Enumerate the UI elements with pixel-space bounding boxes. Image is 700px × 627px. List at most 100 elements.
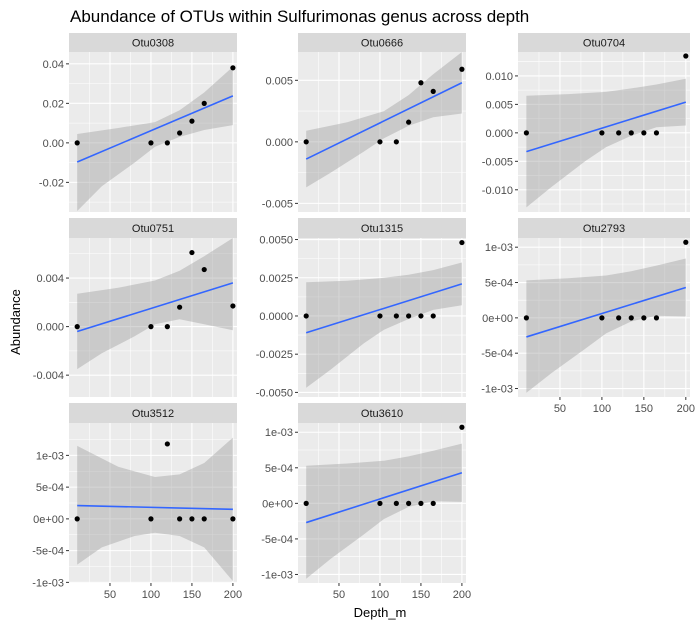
chart-title: Abundance of OTUs within Sulfurimonas ge…	[70, 7, 529, 26]
facet-strip-label: Otu1315	[361, 223, 403, 235]
data-point	[177, 304, 183, 310]
y-tick-label: -1e-03	[32, 577, 64, 589]
data-point	[418, 313, 424, 319]
data-point	[377, 313, 383, 319]
data-point	[523, 315, 529, 321]
facet-panel-otu0751: Otu0751 -0.004 0.000 0.004	[33, 218, 237, 397]
panel-background	[69, 238, 237, 397]
x-tick-label: 200	[453, 589, 471, 601]
facet-strip-label: Otu3512	[132, 408, 174, 420]
data-point	[74, 324, 80, 330]
confidence-band	[306, 262, 462, 388]
y-tick-label: 0.010	[485, 71, 513, 83]
y-tick-label: -0.005	[262, 198, 293, 210]
facet-strip	[298, 33, 466, 52]
data-point	[430, 88, 436, 94]
data-point	[430, 313, 436, 319]
y-axis-title: Abundance	[8, 289, 23, 355]
regression-line	[305, 283, 463, 334]
panel-background	[69, 52, 237, 212]
y-tick-label: -5e-04	[261, 534, 293, 546]
y-tick-label: -5e-04	[32, 546, 64, 558]
y-tick-label: 5e-04	[36, 482, 64, 494]
y-tick-label: 5e-04	[485, 278, 513, 290]
facet-strip	[518, 218, 690, 238]
y-tick-label: -0.005	[482, 156, 513, 168]
facet-panel-otu0666: Otu0666 -0.005 0.000 0.005	[262, 33, 466, 212]
x-tick-label: 150	[183, 589, 201, 601]
data-point	[377, 500, 383, 506]
data-point	[201, 516, 207, 522]
y-tick-label: 0.004	[36, 273, 64, 285]
confidence-band	[77, 238, 233, 370]
y-tick-label: -1e-03	[261, 569, 293, 581]
facet-strip-label: Otu0751	[132, 223, 174, 235]
y-tick-label: 1e-03	[36, 450, 64, 462]
regression-line	[76, 282, 234, 333]
regression-line	[305, 82, 463, 160]
panel-background	[298, 52, 466, 212]
y-tick-label: 0.005	[485, 99, 513, 111]
regression-line	[305, 472, 463, 524]
facet-panel-otu3512: Otu3512 -1e-03 -5e-04 0e+00 5e-04 1e-03 50 100 1…	[32, 403, 242, 601]
y-tick-label: 0.0025	[259, 273, 293, 285]
x-tick-label: 100	[142, 589, 160, 601]
y-tick-label: 1e-03	[485, 242, 513, 254]
data-point	[406, 500, 412, 506]
data-point	[230, 65, 236, 71]
data-point	[164, 441, 170, 447]
data-point	[177, 130, 183, 136]
y-tick-label: 1e-03	[265, 427, 293, 439]
data-point	[683, 53, 689, 59]
y-tick-label: 0.000	[485, 128, 513, 140]
data-point	[393, 500, 399, 506]
y-tick-label: -0.010	[482, 185, 513, 197]
y-tick-label: 0.02	[43, 98, 64, 110]
data-point	[616, 130, 622, 136]
data-point	[148, 324, 154, 330]
y-tick-label: 5e-04	[265, 463, 293, 475]
data-point	[393, 139, 399, 145]
y-tick-label: 0.000	[36, 322, 64, 334]
data-point	[616, 315, 622, 321]
y-tick-label: -0.0025	[256, 349, 293, 361]
y-tick-label: -0.004	[33, 370, 64, 382]
data-point	[683, 239, 689, 245]
x-tick-label: 200	[224, 589, 242, 601]
data-point	[164, 324, 170, 330]
data-point	[459, 424, 465, 430]
data-point	[406, 313, 412, 319]
data-point	[303, 313, 309, 319]
data-point	[653, 130, 660, 136]
y-tick-label: 0.005	[265, 75, 293, 87]
data-point	[523, 130, 529, 136]
y-tick-label: 0.04	[43, 59, 64, 71]
x-tick-label: 150	[412, 589, 430, 601]
confidence-band	[526, 258, 686, 393]
facet-strip	[298, 403, 466, 423]
data-point	[641, 315, 647, 321]
data-point	[459, 66, 465, 72]
facet-strip-label: Otu0666	[361, 38, 403, 50]
regression-line	[526, 286, 687, 338]
data-point	[230, 516, 236, 522]
data-point	[377, 139, 383, 145]
y-tick-label: 0e+00	[33, 514, 64, 526]
y-tick-label: -0.0050	[256, 387, 293, 399]
x-tick-label: 150	[635, 403, 653, 415]
data-point	[406, 119, 412, 125]
data-point	[393, 313, 399, 319]
facet-strip-label: Otu2793	[583, 223, 625, 235]
facet-panel-otu2793: Otu2793 -1e-03 -5e-04 0e+00 5e-04 1e-03 50 100 1…	[481, 218, 695, 415]
data-point	[628, 315, 634, 321]
data-point	[641, 130, 647, 136]
facet-strip	[298, 218, 466, 238]
data-point	[148, 140, 154, 146]
data-point	[230, 303, 236, 309]
y-tick-label: 0e+00	[262, 498, 293, 510]
facet-strip-label: Otu0704	[583, 38, 625, 50]
data-point	[189, 516, 195, 522]
data-point	[201, 100, 207, 106]
y-tick-label: -0.02	[39, 177, 64, 189]
